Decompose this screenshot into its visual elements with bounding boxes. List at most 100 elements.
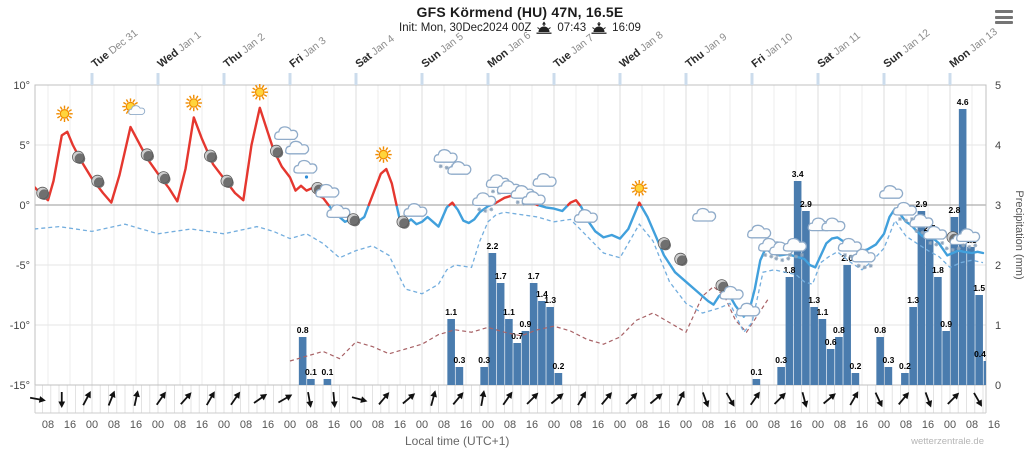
weather-icons	[36, 83, 981, 317]
wind-arrow	[253, 393, 268, 404]
sunrise-time: 07:43	[557, 21, 587, 34]
wind-arrow	[155, 391, 166, 406]
precip-bar-label: 1.1	[503, 307, 515, 317]
precip-bar-label: 0.1	[750, 367, 762, 377]
wind-arrow	[502, 391, 513, 406]
day-label: Sat Jan 4	[353, 33, 397, 71]
precip-bar-label: 0.8	[874, 325, 886, 335]
day-label: Mon Jan 6	[485, 29, 533, 70]
day-label: Sat Jan 11	[815, 30, 863, 71]
sunset-time: 16:09	[612, 21, 641, 34]
x-tick-label: 08	[504, 419, 516, 431]
wind-arrow	[577, 391, 586, 406]
wind-arrow	[725, 392, 735, 407]
precip-bar	[942, 331, 950, 385]
axis-labels: 10° 5° 0° -5° -10° -15° 5 4 3 2 1 0 Precipitation (m…	[10, 80, 1024, 431]
x-tick-label: 08	[900, 419, 912, 431]
y-right-tick-label: 1	[995, 320, 1001, 332]
x-tick-label: 00	[680, 419, 692, 431]
x-tick-label: 08	[438, 419, 450, 431]
weather-icon-moon	[674, 252, 688, 266]
precip-bar	[925, 235, 934, 385]
x-tick-label: 16	[262, 419, 274, 431]
y-right-axis-title: Precipitation (mm)	[1013, 190, 1024, 279]
y-left-tick-label: 0°	[19, 200, 30, 212]
wind-arrow	[823, 393, 836, 405]
x-tick-label: 08	[636, 419, 648, 431]
day-label: Thu Jan 2	[221, 31, 267, 71]
wind-arrow	[430, 390, 437, 406]
y-left-tick-label: -10°	[10, 320, 30, 332]
precip-bar-label: 2.8	[948, 205, 960, 215]
wind-arrow	[351, 396, 368, 403]
x-tick-label: 16	[658, 419, 670, 431]
x-tick-label: 00	[878, 419, 890, 431]
wind-arrow	[676, 390, 685, 406]
init-label: Init: Mon, 30Dec2024 00Z	[399, 21, 532, 34]
x-tick-label: 08	[42, 419, 54, 431]
x-tick-label: 08	[372, 419, 384, 431]
precip-bar	[307, 379, 315, 385]
weather-icon-moon	[140, 148, 154, 162]
wind-arrow	[230, 391, 241, 406]
x-tick-label: 08	[174, 419, 186, 431]
precip-bar	[546, 307, 554, 385]
x-tick-label: 08	[108, 419, 120, 431]
x-tick-label: 00	[944, 419, 956, 431]
wind-arrow	[801, 392, 809, 408]
day-label: Fri Jan 10	[749, 31, 795, 70]
day-label: Wed Jan 8	[617, 29, 665, 70]
precip-bar	[818, 319, 827, 385]
weather-icon-cloud	[736, 302, 761, 317]
wind-arrow	[849, 391, 859, 406]
x-tick-label: 16	[328, 419, 340, 431]
x-tick-label: 00	[548, 419, 560, 431]
wind-arrow	[29, 396, 46, 403]
weather-icon-snow-cloud	[923, 225, 948, 247]
x-tick-label: 16	[196, 419, 208, 431]
menu-icon[interactable]	[995, 10, 1013, 24]
x-tick-label: 00	[482, 419, 494, 431]
precip-bar	[505, 319, 513, 385]
x-tick-label: 00	[284, 419, 296, 431]
temp-line-below-zero	[327, 203, 985, 318]
wind-arrow	[378, 392, 390, 405]
precip-bar	[802, 211, 810, 385]
weather-icon-sun-cloud	[122, 98, 146, 115]
menu-icon-bar	[995, 21, 1013, 24]
weather-icon-snow-cloud	[892, 201, 917, 223]
precip-bar-label: 0.3	[453, 355, 465, 365]
wind-arrow	[107, 390, 116, 406]
weather-icon-sun	[185, 94, 202, 112]
weather-icon-moon	[396, 215, 410, 229]
wind-arrow	[702, 392, 710, 408]
precip-bar-label: 2.2	[486, 241, 498, 251]
precip-bar	[785, 277, 794, 385]
x-tick-label: 16	[922, 419, 934, 431]
precip-bar	[884, 367, 893, 385]
x-tick-label: 16	[130, 419, 142, 431]
wind-arrow	[330, 391, 338, 408]
menu-icon-bar	[995, 10, 1013, 13]
x-tick-label: 16	[64, 419, 76, 431]
precip-bar-label: 0.8	[833, 325, 845, 335]
weather-icon-moon	[347, 213, 361, 227]
x-tick-label: 16	[790, 419, 802, 431]
precip-bar	[298, 337, 307, 385]
precip-bar	[496, 283, 505, 385]
precip-bar	[826, 349, 835, 385]
weather-icon-cloud	[285, 140, 310, 155]
precip-bar	[538, 301, 546, 385]
weather-icon-moon	[270, 144, 284, 158]
x-tick-label: 08	[834, 419, 846, 431]
wind-arrow	[601, 392, 613, 405]
precip-bar	[934, 277, 942, 385]
precip-bar-label: 1.1	[816, 307, 828, 317]
wind-arrows	[29, 390, 982, 408]
x-tick-label: 16	[394, 419, 406, 431]
x-tick-label: 00	[152, 419, 164, 431]
wind-arrow	[947, 392, 960, 405]
wind-arrow	[649, 393, 663, 405]
sunrise-icon	[536, 21, 552, 34]
y-left-tick-label: 5°	[19, 140, 30, 152]
